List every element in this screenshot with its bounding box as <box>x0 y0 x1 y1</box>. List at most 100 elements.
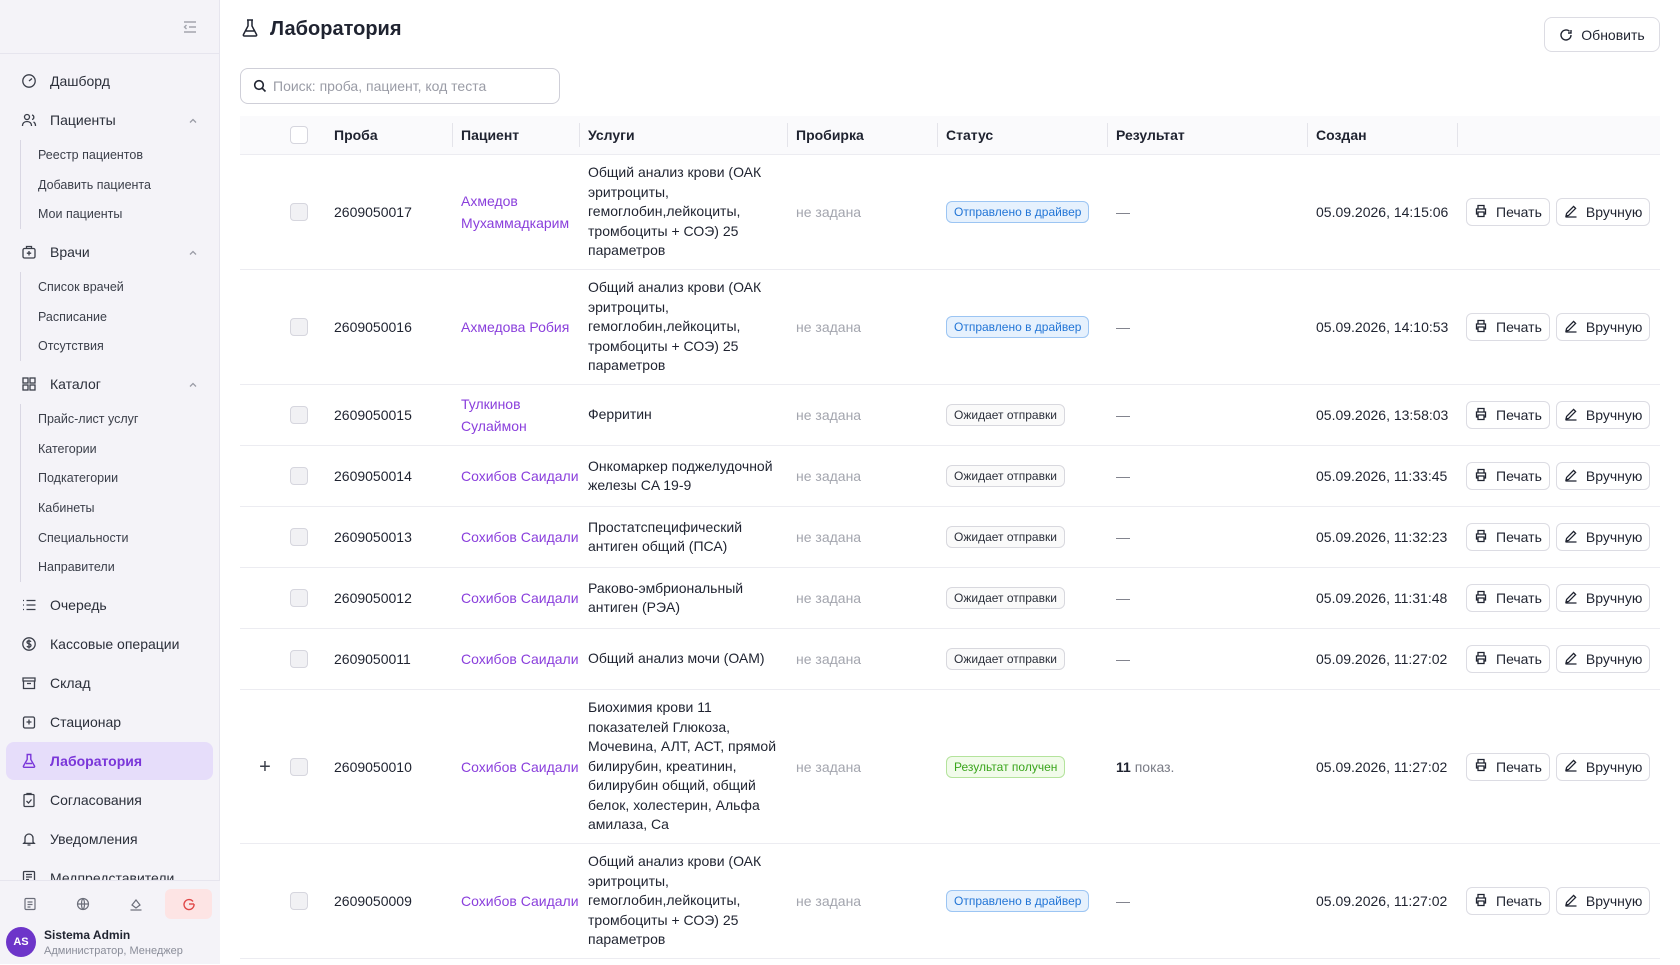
patient-link[interactable]: Сохибов Саидали <box>461 893 579 909</box>
manual-entry-button[interactable]: Вручную <box>1555 887 1651 915</box>
sidebar-collapse-icon[interactable] <box>181 18 199 36</box>
print-button[interactable]: Печать <box>1466 752 1550 781</box>
sidebar-subitem[interactable]: Кабинеты <box>38 501 95 516</box>
sidebar-subitem[interactable]: Подкатегории <box>38 471 119 486</box>
column-header-probe[interactable]: Проба <box>324 123 453 147</box>
sidebar-item-3[interactable]: Врачи <box>6 233 213 271</box>
row-checkbox[interactable] <box>290 589 308 607</box>
table-row[interactable]: 2609050013 Сохибов Саидали Простатспецифич… <box>240 507 1660 568</box>
row-checkbox[interactable] <box>290 467 308 485</box>
manual-entry-button[interactable]: Вручную <box>1555 645 1651 673</box>
sidebar-subitem[interactable]: Реестр пациентов <box>38 147 143 162</box>
patient-link[interactable]: Сохибов Саидали <box>461 651 579 667</box>
sidebar-subitem[interactable]: Прайс-лист услуг <box>38 411 139 426</box>
column-header-result[interactable]: Результат <box>1108 123 1308 147</box>
table-row[interactable]: 2609050012 Сохибов Саидали Раково-эмбриона… <box>240 568 1660 629</box>
manual-entry-button[interactable]: Вручную <box>1555 313 1651 341</box>
sidebar-subitem[interactable]: Расписание <box>38 309 107 324</box>
sidebar-subitem[interactable]: Мои пациенты <box>38 207 123 222</box>
refresh-button[interactable]: Обновить <box>1544 17 1660 52</box>
expand-row-icon[interactable]: + <box>259 755 271 778</box>
column-header-status[interactable]: Статус <box>938 123 1108 147</box>
column-header-services[interactable]: Услуги <box>580 123 788 147</box>
print-button[interactable]: Печать <box>1466 584 1550 612</box>
print-button[interactable]: Печать <box>1466 887 1550 915</box>
manual-entry-button[interactable]: Вручную <box>1555 198 1651 226</box>
table-row[interactable]: 2609050014 Сохибов Саидали Онкомаркер подж… <box>240 446 1660 507</box>
row-checkbox[interactable] <box>290 203 308 221</box>
column-header-created[interactable]: Создан <box>1308 123 1458 147</box>
sidebar-item-7[interactable]: Склад <box>6 664 213 702</box>
patient-link[interactable]: Сохибов Саидали <box>461 590 579 606</box>
user-profile[interactable]: AS Sistema Admin Администратор, Менеджер <box>0 919 220 965</box>
patient-link[interactable]: Ахмедова Робия <box>461 319 570 335</box>
sidebar-item-5[interactable]: Очередь <box>6 586 213 624</box>
column-header-patient[interactable]: Пациент <box>453 123 580 147</box>
patient-link[interactable]: Тулкинов Сулаймон <box>461 396 527 434</box>
pencil-icon <box>1564 529 1586 546</box>
result-text: — <box>1116 319 1130 335</box>
patient-link[interactable]: Сохибов Саидали <box>461 468 579 484</box>
sidebar-subitem[interactable]: Добавить пациента <box>38 177 151 192</box>
chevron-up-icon[interactable] <box>187 114 199 126</box>
manual-entry-button[interactable]: Вручную <box>1555 584 1651 612</box>
report-icon[interactable] <box>6 889 53 919</box>
patient-link[interactable]: Ахмедов Мухаммадкарим <box>461 193 570 231</box>
row-checkbox[interactable] <box>290 318 308 336</box>
column-header-tube[interactable]: Пробирка <box>788 123 938 147</box>
status-badge: Ожидает отправки <box>946 648 1065 670</box>
sidebar-subitem[interactable]: Категории <box>38 441 97 456</box>
print-label: Печать <box>1496 893 1542 909</box>
row-checkbox[interactable] <box>290 892 308 910</box>
sidebar-item-9[interactable]: Лаборатория <box>6 742 213 781</box>
print-button[interactable]: Печать <box>1466 645 1550 673</box>
search-input[interactable] <box>273 78 553 94</box>
print-button[interactable]: Печать <box>1466 313 1550 341</box>
sidebar-subitem[interactable]: Специальности <box>38 530 129 545</box>
sidebar-item-8[interactable]: Стационар <box>6 703 213 741</box>
manual-entry-button[interactable]: Вручную <box>1555 523 1651 551</box>
chevron-up-icon[interactable] <box>187 246 199 258</box>
print-button[interactable]: Печать <box>1466 401 1550 429</box>
print-button[interactable]: Печать <box>1466 198 1550 226</box>
table-row[interactable]: 2609050009 Сохибов Саидали Общий анализ кр… <box>240 844 1660 959</box>
manual-entry-button[interactable]: Вручную <box>1555 401 1651 429</box>
row-checkbox[interactable] <box>290 528 308 546</box>
patient-link[interactable]: Сохибов Саидали <box>461 758 579 775</box>
theme-icon[interactable] <box>112 889 159 919</box>
sidebar-item-6[interactable]: Кассовые операции <box>6 625 213 663</box>
tube-value: не задана <box>796 893 862 909</box>
print-button[interactable]: Печать <box>1466 462 1550 490</box>
globe-icon[interactable] <box>59 889 106 919</box>
row-checkbox[interactable] <box>290 650 308 668</box>
table-row[interactable]: 2609050016 Ахмедова Робия Общий анализ кро… <box>240 270 1660 385</box>
manual-entry-button[interactable]: Вручную <box>1555 462 1651 490</box>
search-box[interactable] <box>240 68 560 104</box>
chevron-up-icon[interactable] <box>187 378 199 390</box>
table-row[interactable]: +2609050010 Сохибов Саидали Биохимия крови… <box>240 690 1660 844</box>
patient-link[interactable]: Сохибов Саидали <box>461 529 579 545</box>
select-all-checkbox[interactable] <box>290 126 308 144</box>
pencil-icon <box>1564 319 1586 336</box>
row-checkbox[interactable] <box>290 406 308 424</box>
table-row[interactable]: 2609050017 Ахмедов Мухаммадкарим Общий ана… <box>240 155 1660 270</box>
manual-entry-button[interactable]: Вручную <box>1555 752 1651 781</box>
services-text: Простатспецифический антиген общий (ПСА) <box>588 518 743 555</box>
sidebar-item-10[interactable]: Согласования <box>6 781 213 819</box>
result-text: — <box>1116 590 1130 606</box>
row-checkbox[interactable] <box>290 757 308 776</box>
printer-icon <box>1474 893 1496 910</box>
sidebar-subitem[interactable]: Отсутствия <box>38 339 104 354</box>
sidebar-subitem[interactable]: Список врачей <box>38 279 124 294</box>
sidebar-item-4[interactable]: Каталог <box>6 365 213 403</box>
table-row[interactable]: 2609050015 Тулкинов Сулаймон Ферритин не за… <box>240 385 1660 446</box>
sidebar-subitem[interactable]: Направители <box>38 560 115 575</box>
printer-icon <box>1474 468 1496 485</box>
sidebar-item-11[interactable]: Уведомления <box>6 820 213 858</box>
table-row[interactable]: 2609050011 Сохибов Саидали Общий анализ мо… <box>240 629 1660 690</box>
print-button[interactable]: Печать <box>1466 523 1550 551</box>
sidebar-item-1[interactable]: Дашборд <box>6 62 213 100</box>
logout-icon[interactable] <box>165 889 212 919</box>
list-icon <box>20 596 38 614</box>
sidebar-item-2[interactable]: Пациенты <box>6 101 213 139</box>
